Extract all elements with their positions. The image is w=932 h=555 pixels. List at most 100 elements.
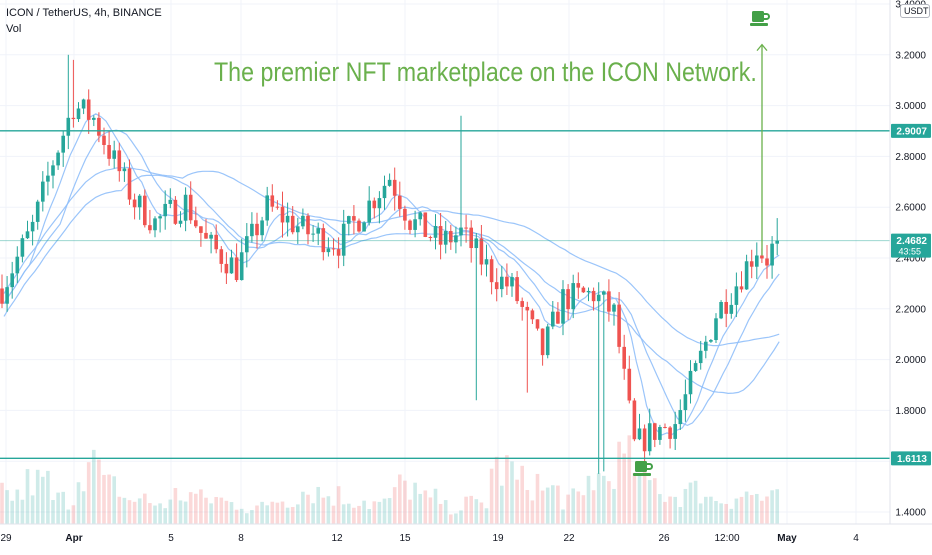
candle-body bbox=[765, 258, 769, 266]
candle-body bbox=[469, 227, 473, 249]
price-label-badge[interactable] bbox=[891, 123, 931, 138]
candle-body bbox=[214, 234, 218, 250]
candle-body bbox=[653, 423, 657, 440]
time-tick-label: 12 bbox=[331, 533, 343, 544]
candle-body bbox=[20, 238, 25, 257]
price-tick-label: 2.4000 bbox=[895, 254, 926, 265]
candle-body bbox=[168, 199, 173, 204]
candle-body bbox=[306, 215, 310, 235]
volume-bar bbox=[326, 496, 331, 524]
candle-body bbox=[561, 289, 565, 324]
candle-body bbox=[86, 99, 91, 120]
volume-bar bbox=[744, 491, 749, 524]
candle-body bbox=[352, 216, 356, 221]
candle-body bbox=[770, 243, 774, 266]
volume-bar bbox=[632, 472, 637, 524]
coffee-cup-icon bbox=[750, 11, 770, 26]
candle-body bbox=[341, 223, 346, 256]
volume-bar bbox=[66, 509, 71, 524]
price-tick-label: 3.2000 bbox=[895, 50, 926, 61]
volume-bar bbox=[627, 435, 632, 524]
currency-badge[interactable]: USDT bbox=[900, 4, 930, 18]
candle-body bbox=[647, 423, 652, 452]
candle-body bbox=[25, 231, 30, 239]
candle-body bbox=[199, 226, 203, 233]
candle-body bbox=[387, 179, 392, 186]
volume-bar bbox=[199, 489, 203, 524]
volume-bar bbox=[392, 487, 397, 524]
candle-body bbox=[724, 301, 728, 314]
volume-bar bbox=[398, 474, 402, 524]
volume-bar bbox=[234, 509, 239, 524]
volume-bar bbox=[275, 502, 280, 524]
candle-body bbox=[433, 226, 438, 238]
candle-body bbox=[627, 368, 632, 401]
candle-body bbox=[719, 301, 723, 319]
time-axis[interactable]: 29 Apr 5 8 12 15 19 22 26 12:00 May 4 bbox=[0, 523, 932, 550]
price-tick-label: 3.0000 bbox=[895, 101, 926, 112]
volume-bar bbox=[265, 505, 269, 524]
volume-bar bbox=[566, 494, 570, 524]
candle-body bbox=[591, 290, 596, 302]
cup-saucer bbox=[633, 473, 651, 476]
candle-body bbox=[586, 290, 591, 293]
volume-bar bbox=[719, 503, 723, 524]
price-axis[interactable]: 3.40003.20003.00002.80002.60002.40002.20… bbox=[889, 0, 932, 524]
volume-bar bbox=[515, 479, 519, 524]
candle-body bbox=[408, 220, 412, 230]
candle-body bbox=[683, 394, 688, 411]
candle-body bbox=[403, 208, 407, 221]
candle-body bbox=[413, 219, 417, 230]
candle-body bbox=[418, 212, 422, 220]
arrow-head[interactable] bbox=[756, 43, 768, 52]
candle-body bbox=[336, 249, 341, 256]
candle-body bbox=[775, 240, 779, 244]
price-label-badge[interactable] bbox=[891, 233, 931, 258]
candle-body bbox=[658, 427, 662, 440]
candle-body bbox=[301, 215, 305, 227]
price-label-badge[interactable] bbox=[891, 451, 931, 466]
horizontal-levels[interactable] bbox=[0, 130, 890, 459]
candle-body bbox=[224, 263, 229, 274]
candle-body bbox=[459, 227, 463, 236]
candle-body bbox=[535, 319, 540, 329]
volume-bar bbox=[535, 473, 540, 524]
volume-bar bbox=[484, 508, 489, 524]
candle-body bbox=[602, 291, 606, 295]
candle-body bbox=[245, 236, 249, 253]
volume-bar bbox=[296, 504, 300, 524]
volume-bar bbox=[183, 501, 188, 524]
target-arrow[interactable] bbox=[756, 43, 768, 256]
candle-body bbox=[183, 194, 188, 221]
annotation-text[interactable]: The premier NFT marketplace on the ICON … bbox=[214, 57, 757, 87]
time-tick-label: 4 bbox=[853, 533, 859, 544]
coffee-cup-icon bbox=[633, 461, 653, 476]
candle-body bbox=[729, 304, 734, 314]
volume-bar bbox=[148, 503, 152, 524]
candle-body bbox=[153, 218, 157, 231]
volume-bar bbox=[301, 491, 305, 524]
candle-body bbox=[132, 199, 137, 208]
candle-body bbox=[127, 168, 132, 200]
candle-body bbox=[0, 288, 4, 304]
volume-bar bbox=[647, 480, 652, 524]
volume-bar bbox=[280, 501, 285, 524]
candlesticks bbox=[0, 54, 779, 474]
time-tick-label: May bbox=[777, 533, 797, 544]
volume-bar bbox=[545, 487, 550, 524]
candle-body bbox=[484, 259, 489, 265]
volume-bar bbox=[673, 496, 677, 524]
cup-handle bbox=[764, 13, 770, 20]
volume-bar bbox=[35, 469, 40, 524]
volume-bar bbox=[367, 509, 371, 524]
volume-bar bbox=[474, 499, 479, 524]
volume-bar bbox=[61, 491, 65, 524]
candle-body bbox=[143, 195, 147, 226]
volume-bar bbox=[760, 500, 764, 524]
volume-bar bbox=[505, 455, 509, 524]
candle-body bbox=[66, 117, 71, 136]
candle-body bbox=[734, 286, 739, 305]
volume-bar bbox=[10, 500, 14, 524]
